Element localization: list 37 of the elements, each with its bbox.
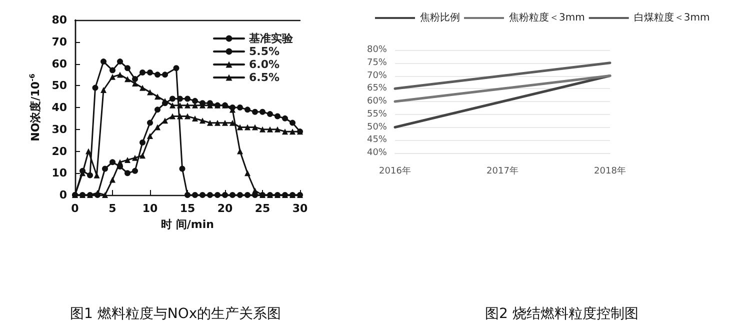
y-tick-label: 60 [52,57,68,70]
y-tick-label: 40 [52,101,68,114]
x-tick-label: 30 [292,202,308,215]
y-tick-label: 65% [366,84,388,94]
legend-label: 6.5% [249,71,280,84]
legend-label: 焦粉粒度＜3mm [509,12,585,24]
y-tick-label: 30 [52,122,68,136]
x-tick-label: 2017年 [486,166,518,176]
x-tick-label: 20 [217,202,233,215]
x-tick-label: 25 [254,202,270,215]
y-tick-label: 80% [366,45,388,55]
legend-label: 焦粉比例 [420,12,460,24]
y-tick-label: 80 [52,14,68,26]
legend-label: 6.0% [249,58,280,71]
legend-label: 白煤粒度＜3mm [634,12,710,24]
y-tick-label: 50% [366,122,388,132]
legend-label: 基准实验 [248,32,294,45]
y-tick-label: 75% [366,58,388,68]
y-tick-label: 50 [52,79,68,92]
legend-label: 5.5% [249,45,280,58]
x-tick-label: 10 [142,202,158,215]
x-tick-label: 2016年 [379,166,411,176]
y-tick-label: 60% [366,96,388,106]
x-tick-label: 2018年 [594,166,626,176]
x-tick-label: 15 [180,202,196,215]
y-tick-label: 20 [52,144,68,158]
x-tick-label: 0 [71,202,80,215]
y-tick-label: 70 [52,35,68,48]
y-tick-label: 55% [366,109,388,120]
y-tick-label: 40% [366,148,388,158]
y-tick-label: 45% [366,135,388,146]
x-tick-label: 5 [108,202,116,215]
text: 图2 烧结燃料粒度控制图 [485,306,638,322]
x-axis-title: 时 间/min [161,218,214,231]
text: 图1 燃料粒度与NOx的生产关系图 [70,306,282,322]
y-tick-label: 70% [366,70,388,81]
y-tick-label: 0 [59,188,68,202]
